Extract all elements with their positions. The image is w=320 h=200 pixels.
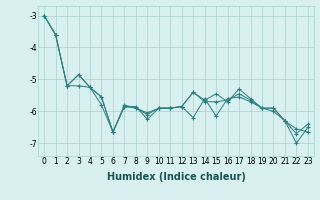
X-axis label: Humidex (Indice chaleur): Humidex (Indice chaleur)	[107, 172, 245, 182]
